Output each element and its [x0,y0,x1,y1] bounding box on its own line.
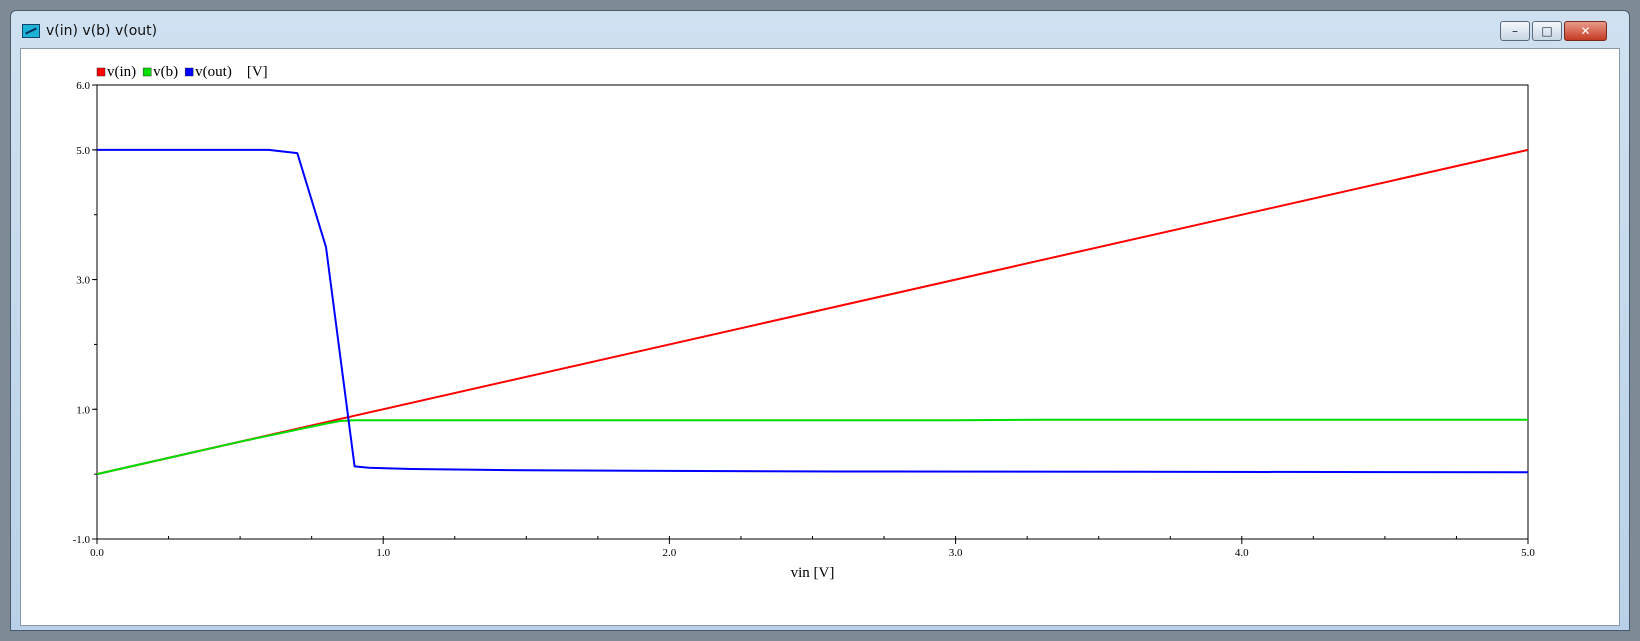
minimize-button[interactable]: – [1500,21,1530,41]
legend-swatch [142,67,152,77]
x-axis-label: vin [V] [791,565,835,581]
waveform-app-icon [22,24,40,38]
legend-swatch [96,67,106,77]
legend-entry[interactable]: v(b) [153,64,178,80]
x-tick-label: 2.0 [663,547,677,559]
maximize-button[interactable]: □ [1532,21,1562,41]
y-tick-label: 3.0 [76,275,90,287]
close-button[interactable]: ✕ [1564,21,1607,41]
y-tick-label: 1.0 [76,404,90,416]
x-tick-label: 4.0 [1235,547,1249,559]
y-tick-label: 5.0 [76,145,90,157]
series-line-vout [97,148,1529,474]
legend-entry[interactable]: v(in) [107,64,136,80]
plot-area[interactable]: 0.0 1.0 2.0 3.0 4.0 5.0 -1.0 1.0 3.0 5.0 6.0 vin [V… [20,48,1620,626]
x-tick-label: 3.0 [949,547,963,559]
x-tick-label: 1.0 [376,547,390,559]
legend-swatch [184,67,194,77]
window-title: v(in) v(b) v(out) [46,23,158,39]
y-tick-label: 6.0 [76,80,90,92]
legend-unit-label: [V] [247,64,268,80]
x-tick-label: 5.0 [1521,547,1535,559]
legend-entry[interactable]: v(out) [195,64,232,80]
plot-window: v(in) v(b) v(out) – □ ✕ 0.0 1.0 2.0 3.0 4.0 5… [10,10,1630,631]
x-tick-label: 0.0 [90,547,104,559]
series-line-vin [96,148,1529,476]
y-tick-label: -1.0 [73,534,91,546]
series-line-vb [96,418,1528,476]
title-bar[interactable]: v(in) v(b) v(out) – □ ✕ [11,11,1629,49]
line-chart: 0.0 1.0 2.0 3.0 4.0 5.0 -1.0 1.0 3.0 5.0 6.0 vin [V… [73,64,1536,581]
